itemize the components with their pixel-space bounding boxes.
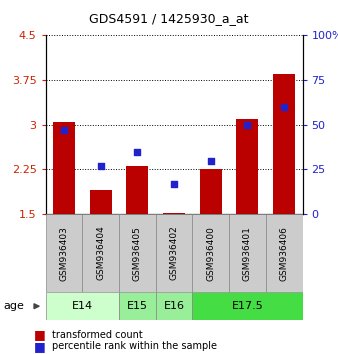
Bar bbox=[126, 166, 148, 214]
Bar bbox=[119, 214, 156, 292]
Bar bbox=[200, 170, 222, 214]
Text: GSM936401: GSM936401 bbox=[243, 225, 252, 281]
Point bbox=[98, 163, 103, 169]
Bar bbox=[53, 122, 75, 214]
Bar bbox=[237, 119, 259, 214]
Bar bbox=[46, 292, 119, 320]
Point bbox=[61, 127, 67, 133]
Bar bbox=[273, 74, 295, 214]
Bar bbox=[229, 214, 266, 292]
Text: E17.5: E17.5 bbox=[232, 301, 263, 311]
Text: E15: E15 bbox=[127, 301, 148, 311]
Bar bbox=[266, 214, 303, 292]
Text: GSM936402: GSM936402 bbox=[170, 226, 178, 280]
Text: GSM936403: GSM936403 bbox=[59, 225, 69, 281]
Bar bbox=[192, 214, 229, 292]
Text: E16: E16 bbox=[164, 301, 185, 311]
Point bbox=[208, 158, 214, 164]
Point bbox=[135, 149, 140, 154]
Point bbox=[171, 181, 177, 187]
Text: ■: ■ bbox=[34, 340, 46, 353]
Bar bbox=[192, 292, 303, 320]
Bar bbox=[82, 214, 119, 292]
Text: transformed count: transformed count bbox=[52, 330, 143, 339]
Text: age: age bbox=[3, 301, 24, 311]
Text: GSM936406: GSM936406 bbox=[280, 225, 289, 281]
Bar bbox=[119, 292, 156, 320]
Text: percentile rank within the sample: percentile rank within the sample bbox=[52, 341, 217, 351]
Bar bbox=[156, 292, 192, 320]
Bar bbox=[46, 214, 82, 292]
Text: GDS4591 / 1425930_a_at: GDS4591 / 1425930_a_at bbox=[89, 12, 249, 25]
Text: GSM936400: GSM936400 bbox=[206, 225, 215, 281]
Bar bbox=[90, 190, 112, 214]
Bar bbox=[156, 214, 192, 292]
Bar bbox=[163, 213, 185, 214]
Text: GSM936404: GSM936404 bbox=[96, 226, 105, 280]
Point bbox=[245, 122, 250, 127]
Point bbox=[282, 104, 287, 110]
Text: E14: E14 bbox=[72, 301, 93, 311]
Text: GSM936405: GSM936405 bbox=[133, 225, 142, 281]
Text: ■: ■ bbox=[34, 328, 46, 341]
